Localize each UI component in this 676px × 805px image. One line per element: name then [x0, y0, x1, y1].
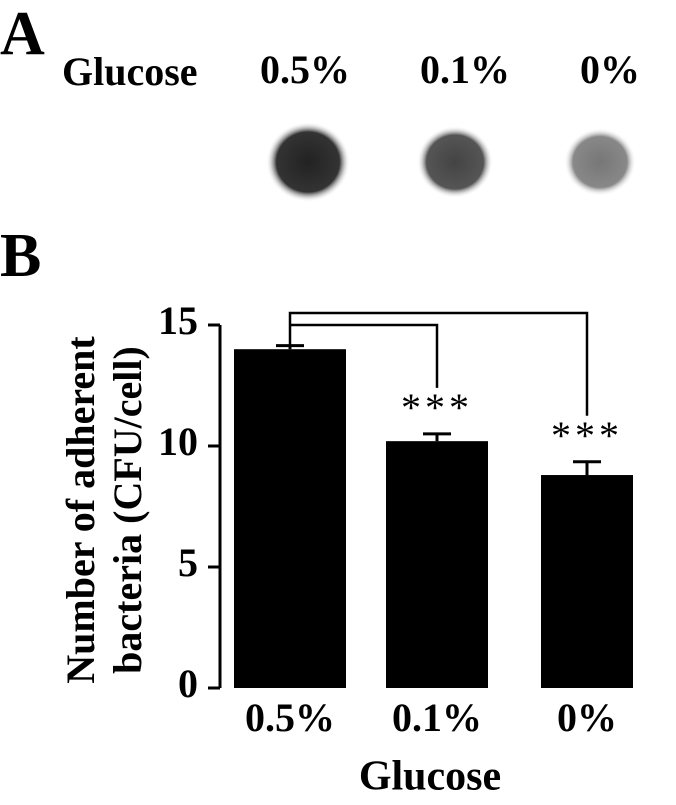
- blot-spot: [564, 128, 636, 196]
- lane-label: 0%: [580, 47, 640, 92]
- x-axis-label: Glucose: [359, 754, 501, 800]
- lane-label: 0.1%: [420, 47, 510, 92]
- significance-label: ***: [401, 385, 473, 430]
- bar: [234, 349, 346, 688]
- x-tick-label: 0.5%: [245, 695, 335, 740]
- lane-label: 0.5%: [260, 47, 350, 92]
- comparison-bracket: [288, 311, 589, 416]
- comparison-bracket: [290, 323, 439, 388]
- panel-label: B: [0, 222, 41, 290]
- y-tick-label: 10: [158, 419, 198, 464]
- y-tick-label: 15: [158, 298, 198, 343]
- y-axis-label: bacteria (CFU/cell): [105, 346, 150, 674]
- significance-label: ***: [551, 413, 623, 458]
- blot-spot: [417, 126, 493, 198]
- row-label: Glucose: [62, 49, 198, 94]
- panel-label: A: [0, 0, 45, 68]
- x-tick-label: 0.1%: [392, 695, 482, 740]
- y-tick-label: 5: [178, 540, 198, 585]
- y-tick-label: 0: [178, 661, 198, 706]
- blot-spot: [266, 122, 350, 202]
- y-axis-label: Number of adherent: [58, 336, 103, 684]
- bar: [386, 441, 488, 688]
- x-tick-label: 0%: [557, 695, 617, 740]
- bar: [541, 475, 633, 688]
